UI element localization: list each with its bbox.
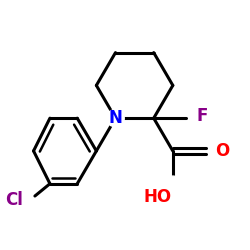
Circle shape [165, 176, 180, 191]
Text: N: N [108, 109, 122, 127]
Text: F: F [196, 107, 207, 125]
Text: Cl: Cl [5, 191, 22, 209]
Text: O: O [215, 142, 230, 160]
Text: HO: HO [143, 188, 172, 206]
Circle shape [107, 110, 124, 127]
